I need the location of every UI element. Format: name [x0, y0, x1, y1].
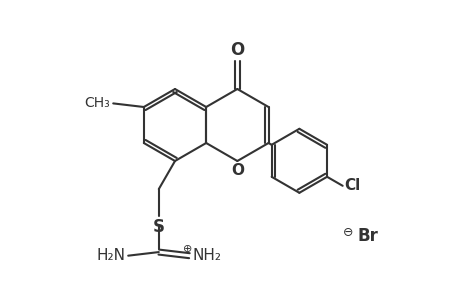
Text: ⊖: ⊖ — [342, 226, 353, 238]
Text: CH₃: CH₃ — [84, 96, 110, 110]
Text: Cl: Cl — [344, 178, 360, 193]
Text: O: O — [230, 41, 244, 59]
Text: Br: Br — [357, 227, 378, 245]
Text: H₂N: H₂N — [96, 248, 125, 263]
Text: O: O — [230, 163, 243, 178]
Text: S: S — [152, 218, 164, 236]
Text: NH₂: NH₂ — [192, 248, 221, 263]
Text: ⊕: ⊕ — [182, 244, 192, 254]
